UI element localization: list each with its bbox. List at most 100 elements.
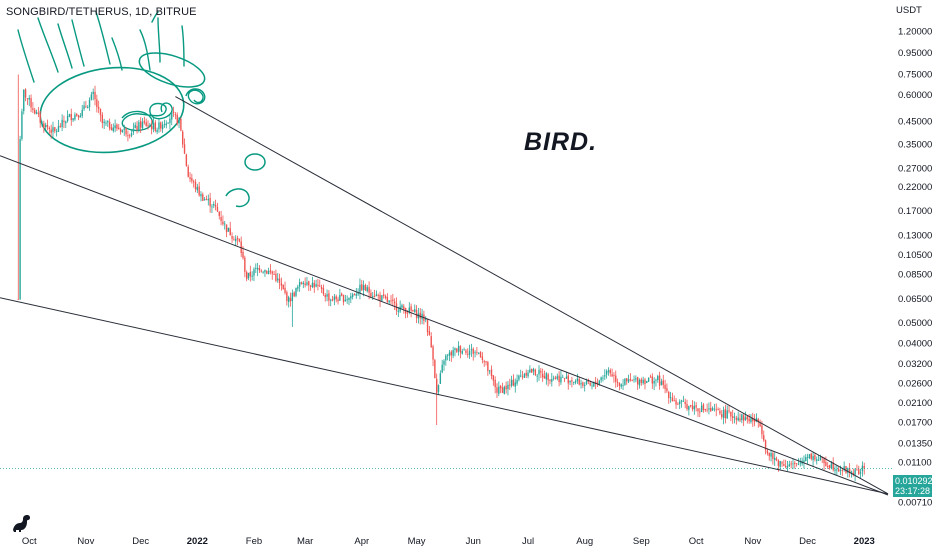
candle-body — [196, 187, 199, 191]
candle — [556, 373, 558, 381]
candle-body — [251, 275, 253, 277]
candle-body — [331, 299, 334, 301]
candle — [478, 352, 480, 355]
candle-body — [205, 199, 208, 201]
candle — [94, 85, 96, 106]
drawing-top-ellipse[interactable] — [36, 61, 188, 160]
candle — [856, 464, 858, 471]
candle-body — [841, 470, 844, 471]
candle — [794, 460, 796, 469]
trendlines-layer[interactable] — [0, 96, 889, 496]
candle — [622, 379, 624, 391]
candle — [17, 74, 19, 300]
candle — [439, 370, 442, 385]
candle — [737, 411, 739, 422]
candle-body — [152, 123, 155, 130]
candle — [728, 405, 730, 414]
candle-body — [764, 440, 767, 451]
candle — [372, 292, 374, 300]
text-annotation[interactable]: BIRD. — [524, 128, 598, 156]
trendline-3[interactable] — [0, 297, 889, 495]
candle-body — [317, 284, 319, 287]
candle-body — [167, 122, 169, 124]
candle — [311, 276, 314, 289]
candle-body — [273, 274, 275, 276]
candle-body — [741, 414, 743, 421]
candle — [185, 153, 188, 167]
candle-body — [596, 382, 599, 384]
candle — [291, 289, 294, 327]
candle-body — [551, 378, 553, 382]
candle-body — [253, 269, 255, 276]
candle-body — [565, 376, 568, 379]
candle-body — [567, 375, 569, 384]
drawing-scribble-mid[interactable] — [121, 102, 173, 132]
freehand-drawings[interactable] — [17, 11, 266, 208]
candle-body — [224, 223, 226, 225]
candle-body — [32, 108, 34, 111]
candle — [827, 462, 829, 469]
candle-body — [468, 350, 471, 355]
candle — [792, 458, 794, 470]
candle-body — [180, 119, 182, 131]
candle — [573, 381, 575, 385]
candle-body — [163, 124, 166, 125]
drawing-small-circle[interactable] — [244, 153, 266, 171]
symbol-name[interactable]: SONGBIRD/TETHERUS — [6, 6, 129, 18]
candle-body — [238, 238, 241, 242]
drawing-inner-ellipse[interactable] — [135, 46, 208, 94]
candle — [562, 374, 564, 378]
candle — [673, 395, 675, 402]
candle-body — [711, 408, 714, 411]
candle-body — [839, 470, 842, 472]
candle — [34, 107, 36, 115]
drawing-hook[interactable] — [225, 188, 250, 208]
candle — [174, 112, 177, 120]
candle — [32, 102, 34, 113]
candle-body — [578, 378, 580, 385]
candle — [711, 406, 714, 411]
candle — [114, 119, 116, 133]
candle-body — [467, 353, 469, 355]
drawing-scribble-right[interactable] — [185, 88, 206, 105]
tradingview-dinosaur-icon[interactable] — [10, 512, 32, 534]
drawing-strokes[interactable] — [17, 11, 185, 83]
candle-body — [313, 282, 315, 288]
chart-header: SONGBIRD/TETHERUS, 1D, BITRUE — [6, 6, 197, 18]
candle — [636, 376, 639, 390]
candle-body — [118, 127, 120, 130]
candle — [43, 120, 45, 133]
interval[interactable]: 1D — [135, 6, 150, 18]
candle-body — [291, 292, 294, 302]
candle-body — [777, 460, 780, 466]
time-axis[interactable]: Oct Nov Dec 2022 Feb Mar Apr May Jun Jul Aug Sep Oct… — [22, 536, 875, 547]
candle — [858, 465, 860, 476]
candle — [390, 295, 392, 305]
candle-body — [191, 178, 193, 182]
candle — [850, 470, 853, 478]
candle — [549, 378, 551, 385]
candle-body — [622, 384, 624, 386]
candle — [693, 401, 696, 415]
candle-body — [717, 409, 719, 410]
candle — [165, 120, 167, 129]
x-tick-label: Dec — [799, 536, 816, 547]
candle-body — [788, 464, 791, 467]
candle-body — [823, 458, 825, 464]
candle-body — [459, 346, 462, 353]
candle — [461, 348, 463, 355]
exchange-name[interactable]: BITRUE — [155, 6, 197, 18]
candle — [660, 378, 663, 386]
trendline-2[interactable] — [175, 96, 889, 495]
candle — [649, 374, 652, 378]
candle-body — [90, 94, 93, 100]
candle — [607, 367, 610, 376]
candle — [624, 378, 626, 386]
candle-body — [507, 384, 509, 390]
candle-body — [503, 386, 505, 394]
trendline-1[interactable] — [0, 155, 889, 496]
candle-body — [492, 375, 495, 381]
